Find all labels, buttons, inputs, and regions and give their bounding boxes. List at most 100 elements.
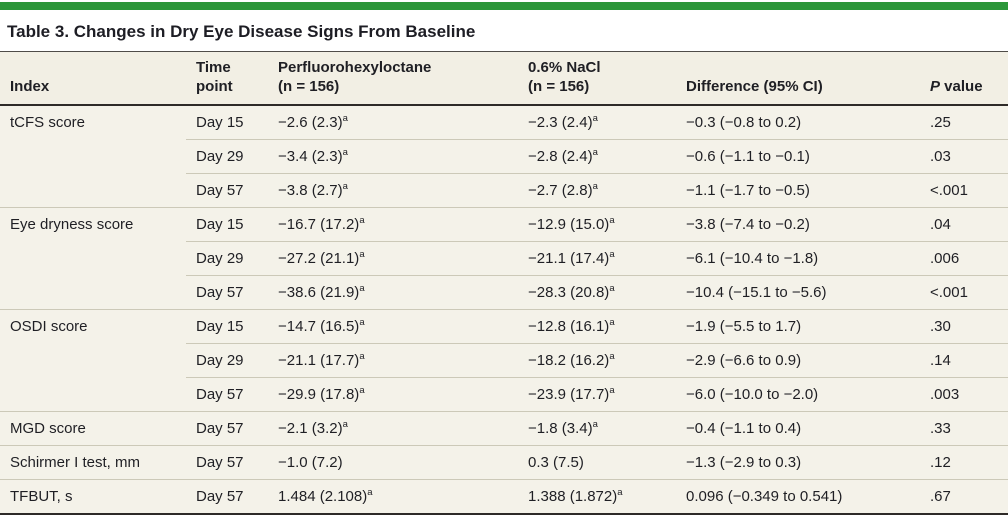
index-cell: OSDI score bbox=[0, 309, 186, 412]
footnote-marker: a bbox=[342, 113, 348, 124]
difference-cell: −6.1 (−10.4 to −1.8) bbox=[676, 241, 920, 276]
time-point-cell: Day 57 bbox=[186, 275, 268, 310]
col-header-difference-label: Difference (95% CI) bbox=[686, 78, 823, 95]
footnote-marker: a bbox=[359, 351, 365, 362]
table-row: Day 29 −27.2 (21.1)a −21.1 (17.4)a −6.1 (−1… bbox=[0, 241, 1008, 276]
nacl-cell: 0.3 (7.5) bbox=[518, 445, 676, 480]
perfluorohexyloctane-cell: −16.7 (17.2)a bbox=[268, 207, 518, 242]
p-value-cell: .04 bbox=[920, 207, 1008, 242]
p-value-cell: <.001 bbox=[920, 275, 1008, 310]
nacl-cell: 1.388 (1.872)a bbox=[518, 479, 676, 515]
time-point-cell: Day 29 bbox=[186, 139, 268, 174]
footnote-marker: a bbox=[592, 113, 598, 124]
index-cell: TFBUT, s bbox=[0, 479, 186, 515]
table-row: Day 29 −3.4 (2.3)a −2.8 (2.4)a −0.6 (−1.1 t… bbox=[0, 139, 1008, 174]
time-point-cell: Day 15 bbox=[186, 207, 268, 242]
footnote-marker: a bbox=[342, 419, 348, 430]
p-value-cell: .003 bbox=[920, 377, 1008, 412]
difference-cell: −6.0 (−10.0 to −2.0) bbox=[676, 377, 920, 412]
p-value-rest: value bbox=[940, 78, 983, 95]
col-header-index: Index bbox=[0, 52, 186, 106]
p-value-cell: .25 bbox=[920, 104, 1008, 140]
nacl-cell: −2.7 (2.8)a bbox=[518, 173, 676, 208]
time-point-cell: Day 29 bbox=[186, 343, 268, 378]
difference-cell: −3.8 (−7.4 to −0.2) bbox=[676, 207, 920, 242]
p-value-cell: .006 bbox=[920, 241, 1008, 276]
perfluorohexyloctane-cell: −29.9 (17.8)a bbox=[268, 377, 518, 412]
footnote-marker: a bbox=[359, 283, 365, 294]
footnote-marker: a bbox=[359, 249, 365, 260]
perfluorohexyloctane-cell: −3.8 (2.7)a bbox=[268, 173, 518, 208]
p-value-cell: .03 bbox=[920, 139, 1008, 174]
p-value-cell: .67 bbox=[920, 479, 1008, 515]
col-header-time-line2: point bbox=[196, 78, 233, 95]
col-header-index-label: Index bbox=[10, 78, 50, 95]
dry-eye-signs-table: Index Time point Perfluorohexyloctane (n… bbox=[0, 52, 1008, 515]
footnote-marker: a bbox=[359, 317, 365, 328]
table-title: Table 3. Changes in Dry Eye Disease Sign… bbox=[0, 10, 1008, 52]
footnote-marker: a bbox=[609, 249, 615, 260]
index-cell: Schirmer I test, mm bbox=[0, 445, 186, 480]
footnote-marker: a bbox=[359, 215, 365, 226]
table-row: Day 57 −29.9 (17.8)a −23.9 (17.7)a −6.0 (−1… bbox=[0, 377, 1008, 412]
header-row: Index Time point Perfluorohexyloctane (n… bbox=[0, 52, 1008, 106]
col-header-time-point: Time point bbox=[186, 52, 268, 106]
time-point-cell: Day 15 bbox=[186, 309, 268, 344]
table-row: OSDI score Day 15 −14.7 (16.5)a −12.8 (16.1… bbox=[0, 309, 1008, 412]
col-header-drug-line2: (n = 156) bbox=[278, 78, 340, 95]
footnote-marker: a bbox=[359, 385, 365, 396]
footnote-marker: a bbox=[609, 317, 615, 328]
table-row: Eye dryness score Day 15 −16.7 (17.2)a −12.… bbox=[0, 207, 1008, 310]
footnote-marker: a bbox=[609, 351, 615, 362]
difference-cell: −2.9 (−6.6 to 0.9) bbox=[676, 343, 920, 378]
nacl-cell: −12.9 (15.0)a bbox=[518, 207, 676, 242]
nacl-cell: −18.2 (16.2)a bbox=[518, 343, 676, 378]
footnote-marker: a bbox=[592, 147, 598, 158]
table-row: MGD score Day 57 −2.1 (3.2)a −1.8 (3.4)a −0.… bbox=[0, 411, 1008, 446]
perfluorohexyloctane-cell: 1.484 (2.108)a bbox=[268, 479, 518, 515]
table-row: TFBUT, s Day 57 1.484 (2.108)a 1.388 (1.872… bbox=[0, 479, 1008, 515]
footnote-marker: a bbox=[342, 147, 348, 158]
nacl-cell: −2.3 (2.4)a bbox=[518, 104, 676, 140]
table-row: Day 29 −21.1 (17.7)a −18.2 (16.2)a −2.9 (−6… bbox=[0, 343, 1008, 378]
col-header-time-line1: Time bbox=[196, 59, 231, 76]
perfluorohexyloctane-cell: −3.4 (2.3)a bbox=[268, 139, 518, 174]
nacl-cell: −21.1 (17.4)a bbox=[518, 241, 676, 276]
index-cell: MGD score bbox=[0, 411, 186, 446]
perfluorohexyloctane-cell: −21.1 (17.7)a bbox=[268, 343, 518, 378]
table-row: tCFS score Day 15 −2.6 (2.3)a −2.3 (2.4)a −0… bbox=[0, 104, 1008, 208]
accent-bar bbox=[0, 2, 1008, 10]
time-point-cell: Day 57 bbox=[186, 173, 268, 208]
p-value-cell: .14 bbox=[920, 343, 1008, 378]
footnote-marker: a bbox=[342, 181, 348, 192]
nacl-cell: −2.8 (2.4)a bbox=[518, 139, 676, 174]
p-value-cell: .33 bbox=[920, 411, 1008, 446]
index-cell: tCFS score bbox=[0, 104, 186, 208]
col-header-nacl: 0.6% NaCl (n = 156) bbox=[518, 52, 676, 106]
footnote-marker: a bbox=[609, 385, 615, 396]
col-header-nacl-line1: 0.6% NaCl bbox=[528, 59, 601, 76]
footnote-marker: a bbox=[592, 419, 598, 430]
difference-cell: −10.4 (−15.1 to −5.6) bbox=[676, 275, 920, 310]
table-row: Day 57 −38.6 (21.9)a −28.3 (20.8)a −10.4 (−… bbox=[0, 275, 1008, 310]
col-header-nacl-line2: (n = 156) bbox=[528, 78, 590, 95]
perfluorohexyloctane-cell: −38.6 (21.9)a bbox=[268, 275, 518, 310]
difference-cell: −0.6 (−1.1 to −0.1) bbox=[676, 139, 920, 174]
col-header-drug-line1: Perfluorohexyloctane bbox=[278, 59, 432, 76]
time-point-cell: Day 57 bbox=[186, 411, 268, 446]
col-header-difference: Difference (95% CI) bbox=[676, 52, 920, 106]
difference-cell: −1.1 (−1.7 to −0.5) bbox=[676, 173, 920, 208]
difference-cell: −0.4 (−1.1 to 0.4) bbox=[676, 411, 920, 446]
footnote-marker: a bbox=[592, 181, 598, 192]
difference-cell: −1.3 (−2.9 to 0.3) bbox=[676, 445, 920, 480]
perfluorohexyloctane-cell: −2.1 (3.2)a bbox=[268, 411, 518, 446]
nacl-cell: −1.8 (3.4)a bbox=[518, 411, 676, 446]
footnote-marker: a bbox=[617, 487, 623, 498]
perfluorohexyloctane-cell: −27.2 (21.1)a bbox=[268, 241, 518, 276]
nacl-cell: −28.3 (20.8)a bbox=[518, 275, 676, 310]
perfluorohexyloctane-cell: −14.7 (16.5)a bbox=[268, 309, 518, 344]
difference-cell: 0.096 (−0.349 to 0.541) bbox=[676, 479, 920, 515]
time-point-cell: Day 29 bbox=[186, 241, 268, 276]
perfluorohexyloctane-cell: −1.0 (7.2) bbox=[268, 445, 518, 480]
footnote-marker: a bbox=[609, 215, 615, 226]
